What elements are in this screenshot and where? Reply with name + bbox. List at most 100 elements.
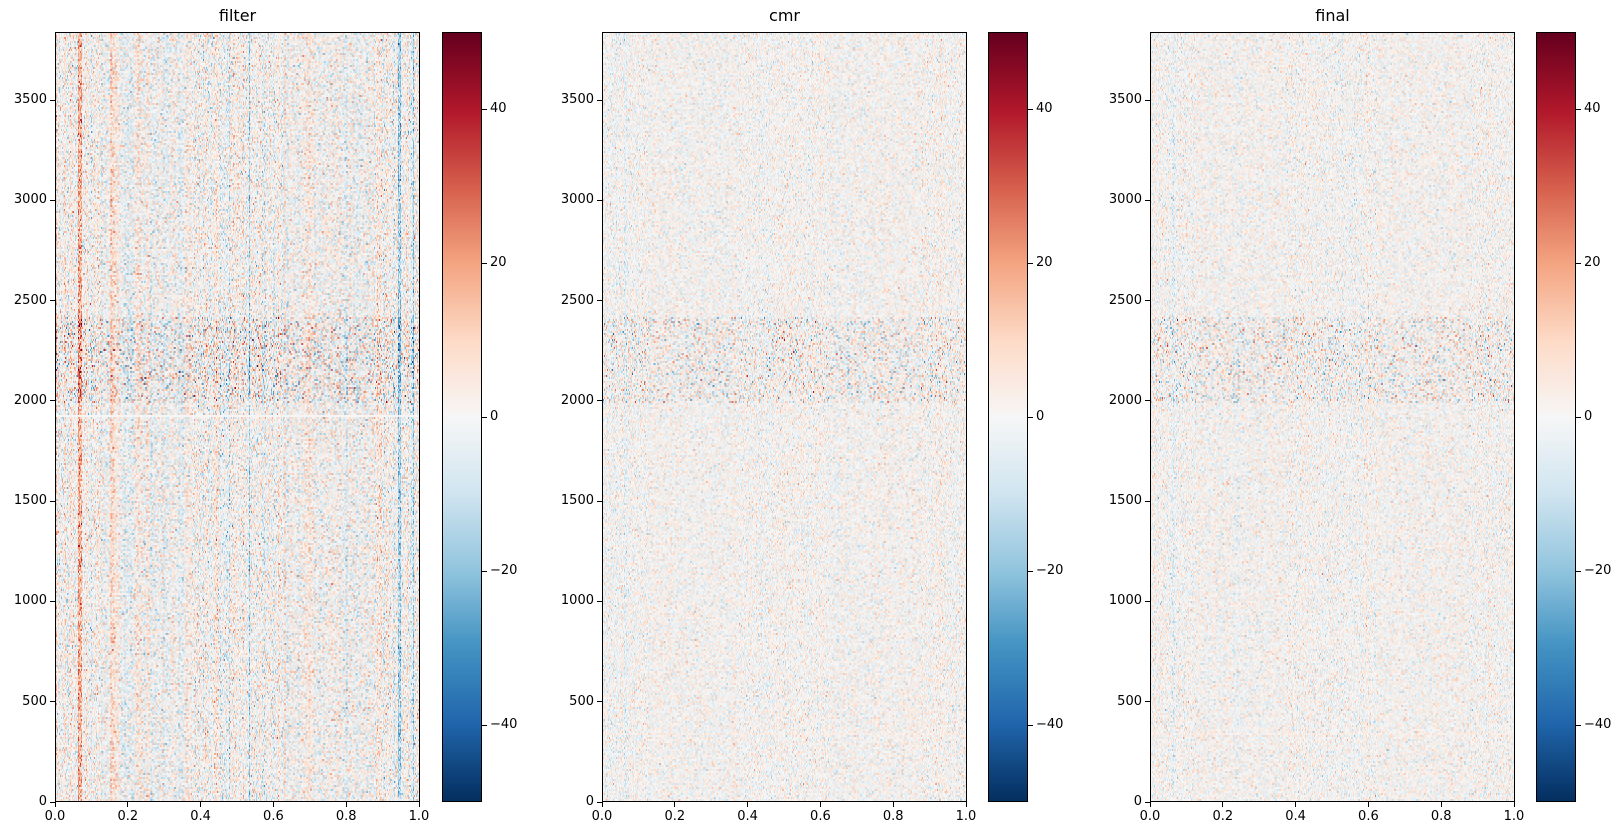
chart-title: filter	[218, 6, 257, 25]
colorbar-tick-mark	[1028, 724, 1033, 726]
y-tick-label: 500	[22, 693, 47, 709]
y-tick-mark	[1145, 400, 1150, 402]
y-tick-mark	[50, 701, 55, 703]
y-tick-mark	[597, 701, 602, 703]
y-tick-mark	[50, 99, 55, 101]
y-tick-label: 1000	[560, 593, 594, 609]
colorbar-tick-mark	[1576, 416, 1581, 418]
colorbar-tick-mark	[1576, 724, 1581, 726]
y-tick-label: 3000	[560, 192, 594, 208]
y-tick-label: 1500	[13, 493, 47, 509]
colorbar-tick-mark	[1028, 108, 1033, 110]
y-tick-label: 500	[1117, 693, 1142, 709]
heatmap-image	[56, 33, 419, 801]
x-tick-mark	[965, 802, 967, 807]
colorbar-tick-label: −40	[1584, 717, 1612, 732]
colorbar	[442, 32, 482, 802]
x-tick-label: 0.6	[263, 809, 284, 824]
heatmap-image	[1151, 33, 1514, 801]
y-tick-label: 2000	[1108, 392, 1142, 408]
heatmap-axes	[602, 32, 967, 802]
y-tick-label: 1000	[13, 593, 47, 609]
colorbar-tick-mark	[1028, 570, 1033, 572]
y-tick-label: 2500	[560, 292, 594, 308]
colorbar-tick-label: 0	[1036, 409, 1045, 424]
colorbar-tick-label: 0	[1584, 409, 1593, 424]
y-tick-label: 3500	[13, 92, 47, 108]
y-tick-label: 1500	[1108, 493, 1142, 509]
colorbar	[1536, 32, 1576, 802]
y-tick-mark	[597, 199, 602, 201]
y-tick-mark	[50, 300, 55, 302]
heatmap-axes	[1150, 32, 1515, 802]
y-tick-label: 1500	[560, 493, 594, 509]
colorbar-gradient	[1537, 33, 1575, 801]
y-tick-mark	[597, 600, 602, 602]
x-tick-label: 1.0	[1503, 809, 1525, 824]
colorbar-gradient	[443, 33, 481, 801]
x-tick-label: 1.0	[955, 809, 977, 824]
x-tick-label: 0.0	[1139, 809, 1161, 824]
x-tick-label: 1.0	[408, 809, 430, 824]
x-tick-mark	[418, 802, 420, 807]
y-tick-mark	[597, 300, 602, 302]
x-tick-label: 0.8	[335, 809, 357, 824]
y-tick-label: 2500	[1108, 292, 1142, 308]
x-tick-mark	[1513, 802, 1515, 807]
y-tick-mark	[597, 500, 602, 502]
x-tick-label: 0.4	[737, 809, 758, 824]
x-tick-mark	[819, 802, 821, 807]
colorbar-tick-mark	[1576, 262, 1581, 264]
x-tick-mark	[54, 802, 56, 807]
y-tick-label: 3500	[1108, 92, 1142, 108]
colorbar-tick-label: −40	[490, 717, 518, 732]
heatmap-image	[603, 33, 966, 801]
y-tick-label: 2000	[560, 392, 594, 408]
y-tick-mark	[597, 400, 602, 402]
y-tick-mark	[1145, 600, 1150, 602]
colorbar-tick-mark	[482, 108, 487, 110]
colorbar-tick-label: −20	[1036, 563, 1064, 578]
colorbar-tick-label: −20	[490, 563, 518, 578]
y-tick-label: 2000	[13, 392, 47, 408]
x-tick-mark	[1295, 802, 1297, 807]
colorbar-tick-mark	[1028, 262, 1033, 264]
x-tick-mark	[200, 802, 202, 807]
x-tick-label: 0.4	[1285, 809, 1306, 824]
y-tick-label: 2500	[13, 292, 47, 308]
y-tick-mark	[50, 801, 55, 803]
x-tick-mark	[127, 802, 129, 807]
colorbar-tick-mark	[482, 416, 487, 418]
colorbar-tick-label: 20	[490, 255, 507, 270]
colorbar-gradient	[989, 33, 1027, 801]
y-tick-label: 0	[585, 794, 594, 809]
x-tick-mark	[1149, 802, 1151, 807]
x-tick-mark	[1222, 802, 1224, 807]
y-tick-mark	[50, 500, 55, 502]
colorbar-tick-mark	[1028, 416, 1033, 418]
y-tick-label: 3000	[13, 192, 47, 208]
x-tick-mark	[1440, 802, 1442, 807]
colorbar-tick-mark	[482, 724, 487, 726]
colorbar-tick-mark	[482, 262, 487, 264]
y-tick-mark	[1145, 500, 1150, 502]
colorbar-tick-label: −40	[1036, 717, 1064, 732]
y-tick-mark	[597, 99, 602, 101]
colorbar	[988, 32, 1028, 802]
x-tick-mark	[272, 802, 274, 807]
x-tick-mark	[892, 802, 894, 807]
x-tick-mark	[1367, 802, 1369, 807]
colorbar-tick-label: −20	[1584, 563, 1612, 578]
x-tick-label: 0.2	[1212, 809, 1234, 824]
y-tick-label: 0	[38, 794, 47, 809]
x-tick-label: 0.8	[1430, 809, 1452, 824]
y-tick-mark	[1145, 801, 1150, 803]
chart-title: final	[1315, 6, 1350, 25]
colorbar-tick-label: 40	[1036, 101, 1053, 116]
x-tick-label: 0.6	[1358, 809, 1379, 824]
y-tick-mark	[1145, 300, 1150, 302]
x-tick-mark	[747, 802, 749, 807]
